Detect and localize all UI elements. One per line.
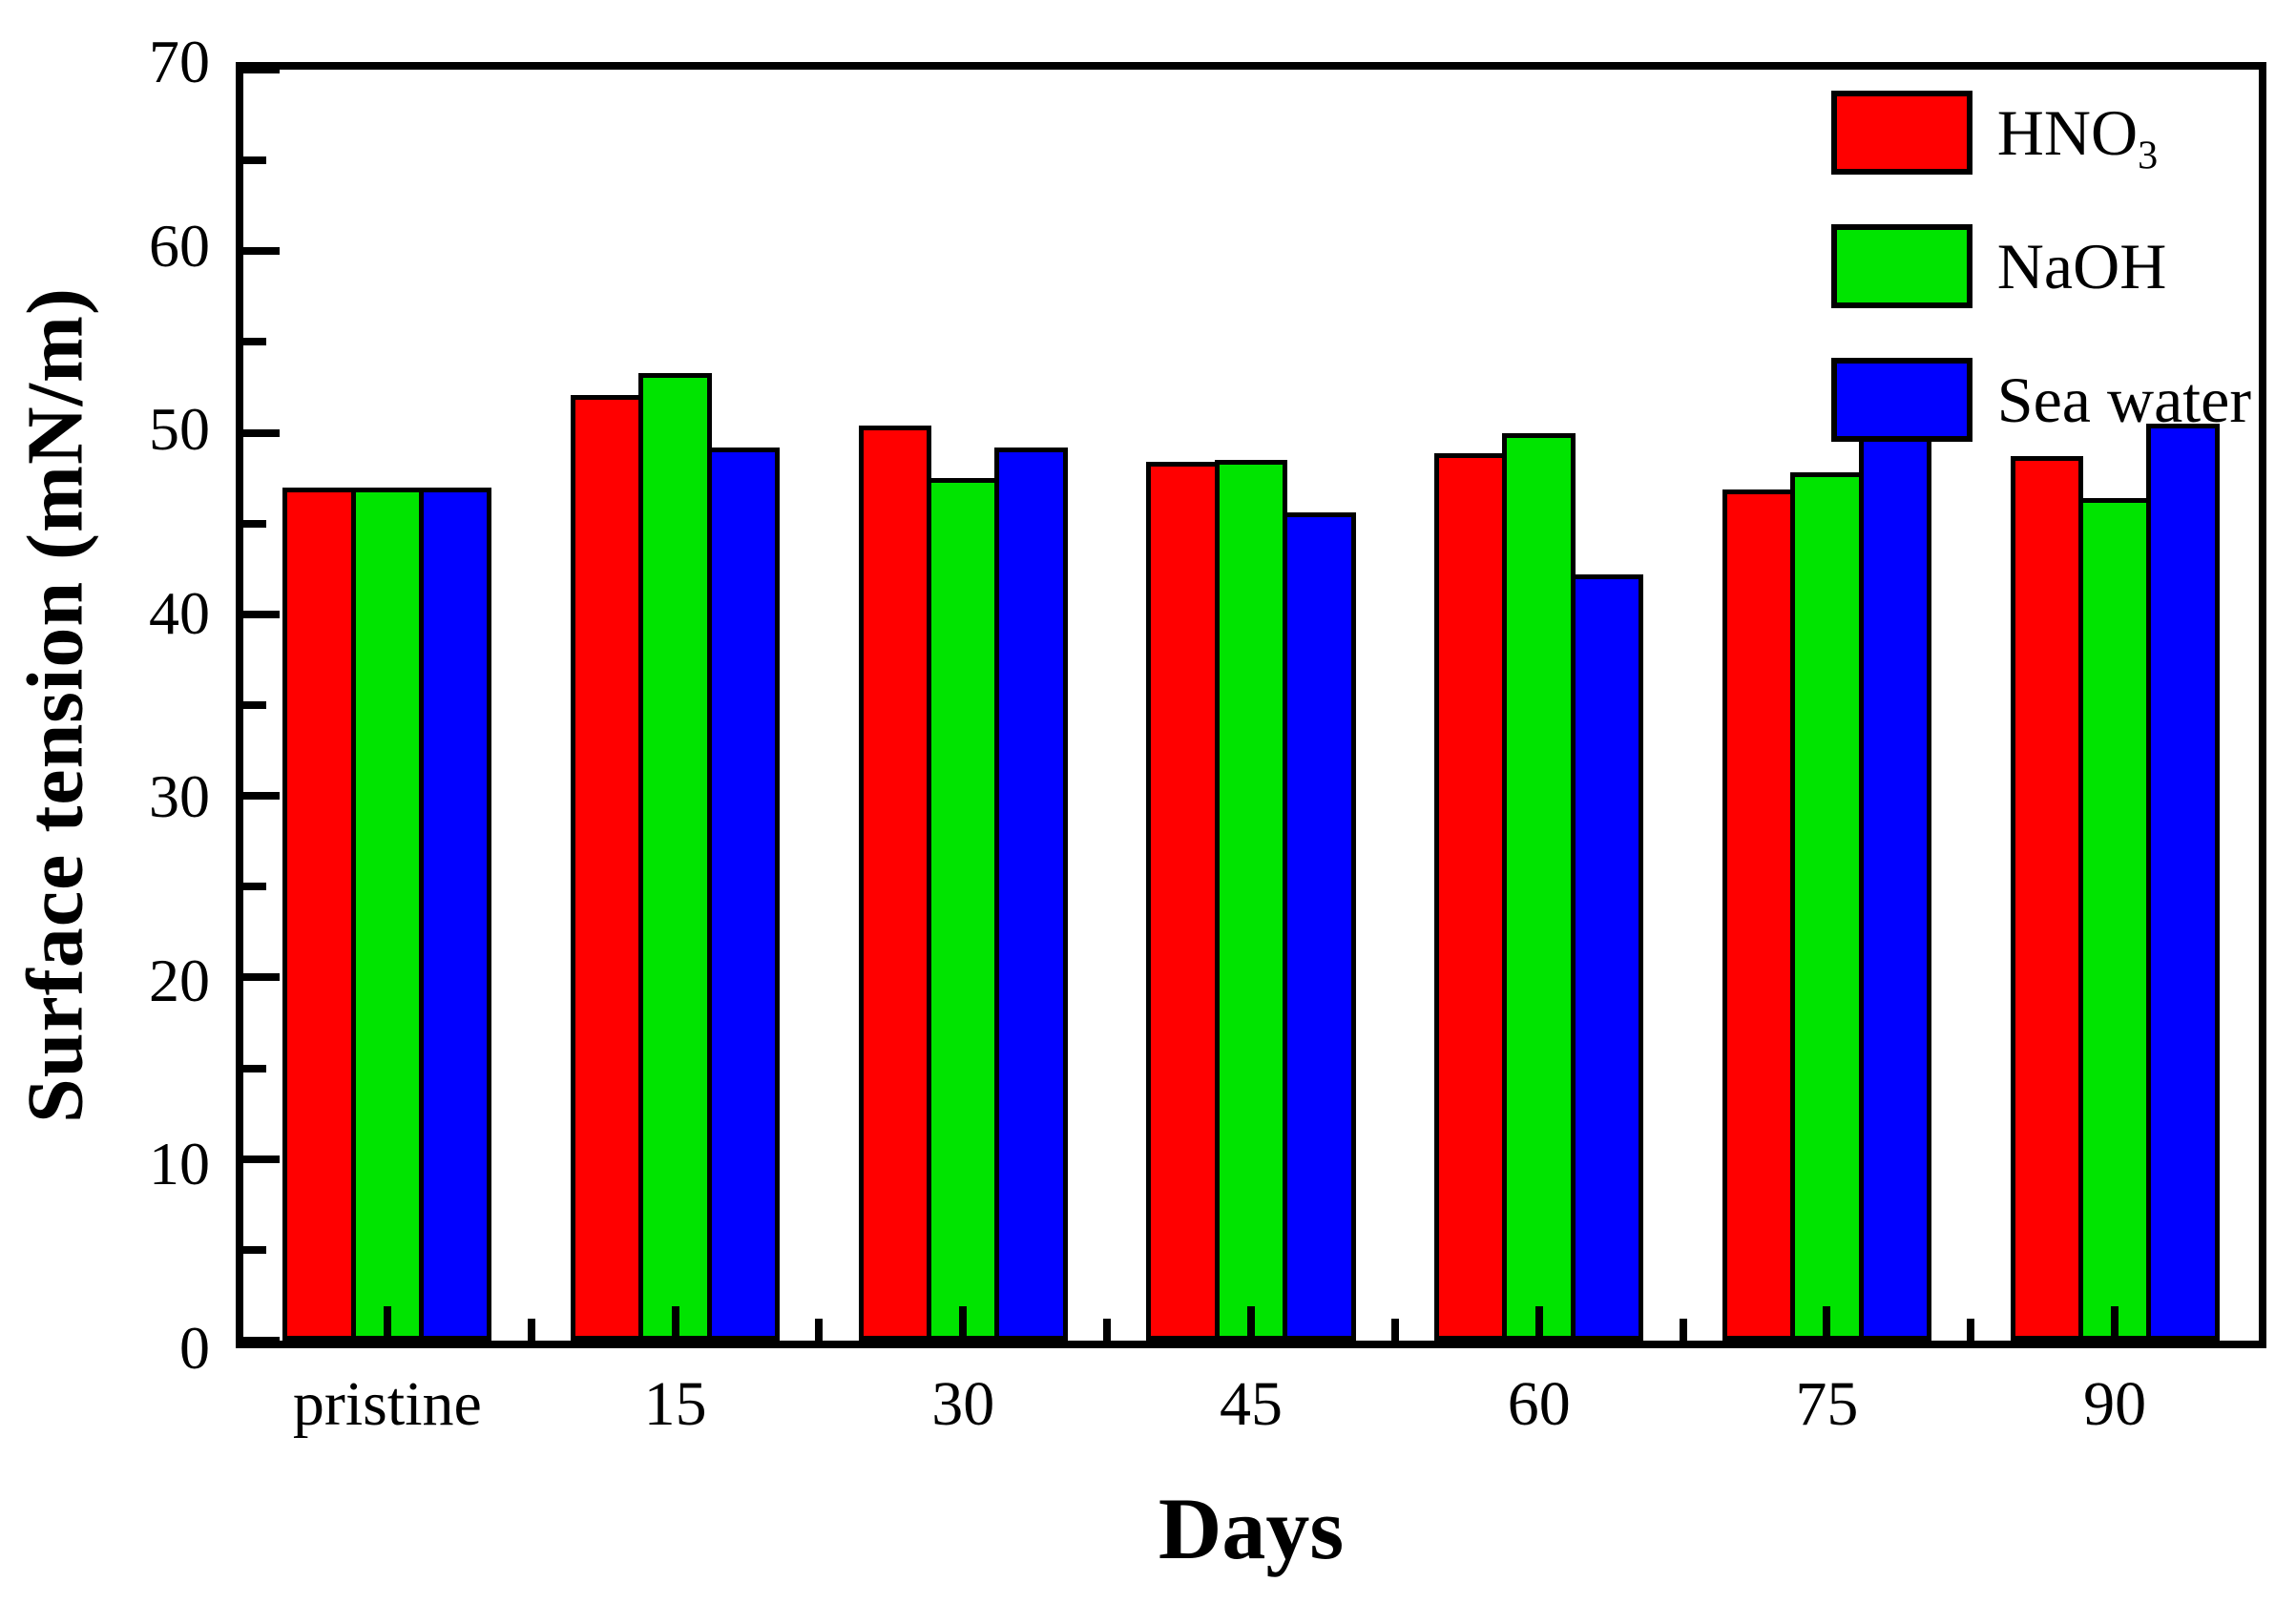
x-minor-tick-1 bbox=[527, 1319, 535, 1341]
x-axis-title: Days bbox=[1158, 1480, 1345, 1577]
y-tick-label-30: 30 bbox=[149, 762, 210, 831]
x-major-tick-60 bbox=[1534, 1306, 1543, 1341]
bar-sea-water-30 bbox=[994, 447, 1068, 1341]
bar-group-15 bbox=[532, 70, 820, 1341]
legend-item-naoh: NaOH bbox=[1830, 224, 2251, 308]
bar-sea-water-15 bbox=[706, 447, 781, 1341]
y-tick-label-60: 60 bbox=[149, 211, 210, 280]
y-major-tick-30 bbox=[243, 792, 280, 801]
bar-hno3-30 bbox=[858, 425, 932, 1341]
x-major-tick-15 bbox=[671, 1306, 679, 1341]
legend-label: Sea water bbox=[1996, 364, 2251, 436]
legend: HNO3 NaOH Sea water bbox=[1830, 91, 2251, 442]
x-tick-label-90: 90 bbox=[2083, 1369, 2147, 1439]
bar-hno3-60 bbox=[1434, 452, 1508, 1341]
x-major-tick-30 bbox=[959, 1306, 968, 1341]
y-tick-label-70: 70 bbox=[149, 28, 210, 95]
x-minor-tick-6 bbox=[1967, 1319, 1975, 1341]
y-minor-tick-65 bbox=[243, 156, 266, 165]
legend-item-sea-water: Sea water bbox=[1830, 358, 2251, 442]
x-tick-label-75: 75 bbox=[1795, 1369, 1859, 1439]
y-major-tick-0 bbox=[243, 1337, 280, 1344]
bar-hno3-75 bbox=[1722, 489, 1796, 1341]
y-tick-label-20: 20 bbox=[149, 946, 210, 1014]
y-major-tick-20 bbox=[243, 973, 280, 982]
y-minor-tick-15 bbox=[243, 1064, 266, 1072]
y-minor-tick-25 bbox=[243, 883, 266, 891]
x-minor-tick-3 bbox=[1103, 1319, 1112, 1341]
x-axis-tick-labels: pristine 15 30 45 60 75 90 bbox=[243, 1366, 2259, 1452]
bar-group-pristine bbox=[243, 70, 532, 1341]
legend-swatch-naoh bbox=[1830, 224, 1972, 308]
bar-naoh-60 bbox=[1502, 432, 1576, 1341]
bar-naoh-15 bbox=[638, 372, 712, 1341]
y-minor-tick-55 bbox=[243, 338, 266, 346]
y-minor-tick-45 bbox=[243, 519, 266, 528]
bar-naoh-pristine bbox=[350, 487, 425, 1341]
bar-sea-water-45 bbox=[1283, 512, 1356, 1341]
y-major-tick-50 bbox=[243, 428, 280, 437]
x-tick-label-15: 15 bbox=[643, 1369, 707, 1439]
y-major-tick-10 bbox=[243, 1155, 280, 1163]
x-minor-tick-4 bbox=[1390, 1319, 1399, 1341]
legend-label: NaOH bbox=[1996, 230, 2167, 302]
bar-group-90 bbox=[1971, 70, 2259, 1341]
bar-group-60 bbox=[1395, 70, 1683, 1341]
y-axis-tick-labels: 0 10 20 30 40 50 60 70 bbox=[0, 31, 223, 1379]
y-tick-label-0: 0 bbox=[179, 1314, 210, 1382]
x-tick-label-45: 45 bbox=[1220, 1369, 1283, 1439]
bar-hno3-90 bbox=[2010, 456, 2083, 1341]
y-minor-tick-5 bbox=[243, 1245, 266, 1254]
x-major-tick-75 bbox=[1823, 1306, 1831, 1341]
bar-hno3-pristine bbox=[282, 487, 356, 1341]
bar-group-45 bbox=[1107, 70, 1395, 1341]
x-major-tick-90 bbox=[2111, 1306, 2119, 1341]
bar-sea-water-pristine bbox=[419, 487, 492, 1341]
x-tick-label-30: 30 bbox=[931, 1369, 995, 1439]
y-tick-label-10: 10 bbox=[149, 1130, 210, 1198]
x-tick-label-60: 60 bbox=[1507, 1369, 1571, 1439]
bar-naoh-75 bbox=[1790, 472, 1864, 1341]
y-tick-label-50: 50 bbox=[149, 395, 210, 464]
plot-inner: HNO3 NaOH Sea water bbox=[243, 66, 2259, 1344]
bar-sea-water-75 bbox=[1858, 425, 1932, 1341]
bar-sea-water-90 bbox=[2146, 424, 2220, 1341]
bar-naoh-90 bbox=[2077, 498, 2152, 1341]
bar-sea-water-60 bbox=[1570, 574, 1644, 1341]
x-minor-tick-5 bbox=[1679, 1319, 1687, 1341]
x-minor-tick-2 bbox=[815, 1319, 824, 1341]
legend-swatch-sea-water bbox=[1830, 358, 1972, 442]
x-major-tick-45 bbox=[1247, 1306, 1255, 1341]
bar-group-75 bbox=[1683, 70, 1972, 1341]
legend-item-hno3: HNO3 bbox=[1830, 91, 2251, 178]
x-tick-label-pristine: pristine bbox=[292, 1369, 482, 1439]
y-tick-label-40: 40 bbox=[149, 578, 210, 647]
x-major-tick-pristine bbox=[383, 1306, 391, 1341]
bar-group-30 bbox=[819, 70, 1107, 1341]
legend-label: HNO3 bbox=[1996, 96, 2159, 178]
bar-naoh-45 bbox=[1214, 460, 1288, 1341]
bar-hno3-15 bbox=[570, 394, 644, 1341]
y-major-tick-40 bbox=[243, 610, 280, 618]
y-minor-tick-35 bbox=[243, 701, 266, 709]
y-major-tick-70 bbox=[243, 66, 280, 73]
bar-naoh-30 bbox=[927, 478, 1000, 1341]
y-major-tick-60 bbox=[243, 247, 280, 256]
legend-swatch-hno3 bbox=[1830, 91, 1972, 175]
bar-hno3-45 bbox=[1146, 462, 1220, 1341]
plot-area: HNO3 NaOH Sea water bbox=[236, 62, 2266, 1348]
